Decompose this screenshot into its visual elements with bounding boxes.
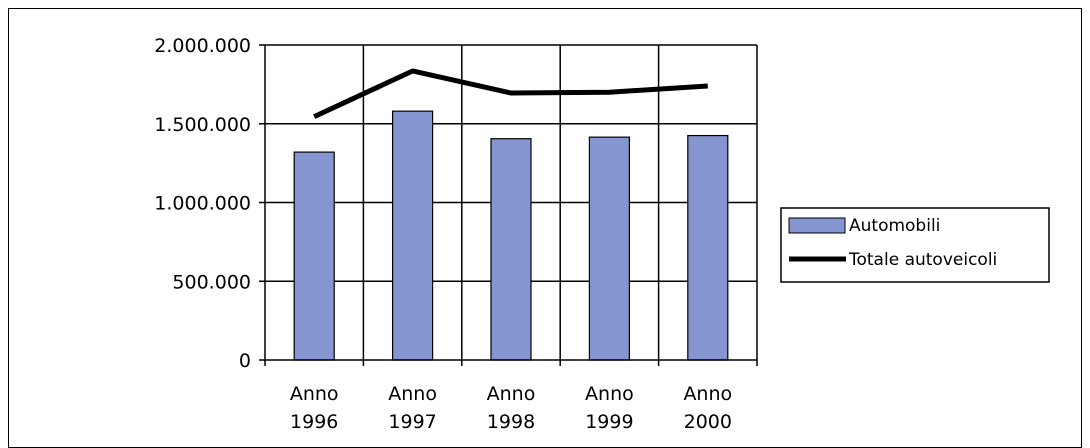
axes xyxy=(259,44,758,366)
x-tick-label: Anno 1999 xyxy=(585,383,634,433)
legend-swatch-automobili xyxy=(788,217,846,234)
legend-label-totale: Totale autoveicoli xyxy=(848,250,997,270)
x-tick-label: Anno 2000 xyxy=(683,383,732,433)
y-tick-label: 1.500.000 xyxy=(154,114,251,136)
x-tick-label: Anno 1997 xyxy=(388,383,437,433)
line-totale-autoveicoli xyxy=(313,68,708,119)
bar-automobili-2000 xyxy=(687,134,729,361)
y-tick-labels: 0 500.000 1.000.000 1.500.000 2.000.000 xyxy=(154,35,251,372)
x-tick-label: Anno 1998 xyxy=(487,383,536,433)
bar-automobili-1998 xyxy=(490,138,532,361)
y-tick-label: 1.000.000 xyxy=(154,193,251,215)
gridlines xyxy=(265,44,758,360)
legend: Automobili Totale autoveicoli xyxy=(780,207,1050,283)
bar-automobili-1999 xyxy=(588,136,631,361)
legend-label-automobili: Automobili xyxy=(849,216,940,236)
y-tick-label: 500.000 xyxy=(172,271,251,293)
y-tick-label: 2.000.000 xyxy=(154,35,251,57)
line-series xyxy=(313,68,708,119)
x-tick-label: Anno 1996 xyxy=(290,383,339,433)
bars xyxy=(293,110,729,361)
bar-automobili-1996 xyxy=(293,151,335,361)
bar-automobili-1997 xyxy=(392,110,434,361)
x-tick-labels: Anno 1996 Anno 1997 Anno 1998 Anno 1999 Anno 2000 xyxy=(290,383,732,433)
y-tick-label: 0 xyxy=(239,350,251,372)
